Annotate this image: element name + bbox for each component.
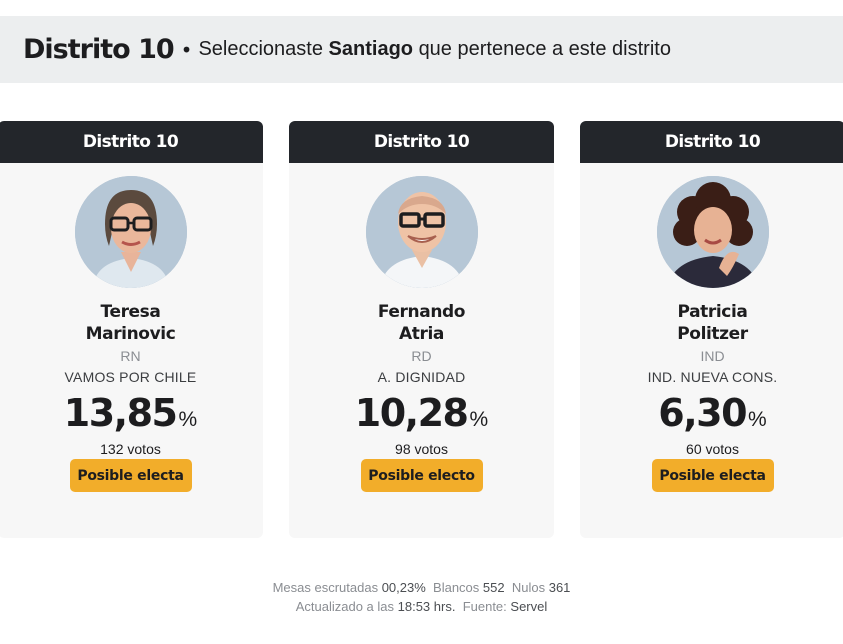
percent-sign: % bbox=[748, 408, 767, 431]
possible-elected-badge: Posible electa bbox=[69, 459, 192, 492]
source-label: Fuente: bbox=[462, 599, 507, 614]
source-value: Servel bbox=[510, 599, 548, 614]
possible-elected-badge: Posible electo bbox=[360, 459, 483, 492]
card-district-header: Distrito 10 bbox=[580, 121, 843, 163]
percent-sign: % bbox=[469, 408, 489, 431]
vote-count: 98 votos bbox=[395, 441, 448, 457]
candidate-list: VAMOS POR CHILE bbox=[64, 369, 197, 385]
updated-label: Actualizado a las bbox=[295, 599, 394, 614]
candidate-photo-woman-curly-hair bbox=[656, 176, 769, 288]
mesas-label: Mesas escrutadas bbox=[272, 580, 379, 595]
candidate-party: RD bbox=[411, 348, 432, 364]
vote-percentage: 13,85% bbox=[0, 391, 263, 435]
candidate-photo-woman-glasses bbox=[74, 176, 187, 288]
possible-elected-badge: Posible electa bbox=[651, 459, 774, 492]
candidate-party: RN bbox=[120, 348, 141, 364]
nulos-label: Nulos bbox=[511, 580, 546, 595]
footer-update-line: Actualizado a las 18:53 hrs. Fuente: Ser… bbox=[0, 597, 843, 616]
candidate-list: IND. NUEVA CONS. bbox=[647, 369, 778, 385]
card-district-header: Distrito 10 bbox=[0, 121, 263, 163]
vote-count: 60 votos bbox=[686, 441, 739, 457]
card-district-header: Distrito 10 bbox=[289, 121, 554, 163]
selection-text: Seleccionaste Santiago que pertenece a e… bbox=[198, 38, 671, 61]
district-title: Distrito 10 bbox=[23, 34, 175, 65]
candidate-list: A. DIGNIDAD bbox=[377, 369, 466, 385]
candidate-first-name: Patricia bbox=[677, 302, 748, 322]
percentage-value: 6,30 bbox=[658, 391, 747, 435]
candidate-name: Fernando Atria bbox=[289, 301, 554, 345]
header-bullet: • bbox=[180, 37, 193, 62]
percent-sign: % bbox=[178, 408, 198, 431]
district-header: Distrito 10 • Seleccionaste Santiago que… bbox=[0, 16, 843, 83]
candidate-last-name: Marinovic bbox=[85, 324, 176, 344]
vote-percentage: 6,30% bbox=[580, 391, 843, 435]
updated-time: 18:53 hrs. bbox=[397, 599, 456, 614]
nulos-value: 361 bbox=[548, 580, 571, 595]
selection-prefix: Seleccionaste bbox=[198, 38, 323, 60]
results-footer: Mesas escrutadas 00,23% Blancos 552 Nulo… bbox=[0, 578, 843, 616]
candidate-card: Distrito 10 Teresa Marinovic RN VAMOS PO… bbox=[0, 121, 263, 538]
percentage-value: 10,28 bbox=[354, 391, 469, 435]
blancos-value: 552 bbox=[482, 580, 505, 595]
candidate-first-name: Teresa bbox=[100, 302, 161, 322]
blancos-label: Blancos bbox=[433, 580, 480, 595]
candidate-card: Distrito 10 Fernando Atria RD A. DIGNIDA… bbox=[289, 121, 554, 538]
footer-stats-line: Mesas escrutadas 00,23% Blancos 552 Nulo… bbox=[0, 578, 843, 597]
selection-suffix: que pertenece a este distrito bbox=[418, 38, 671, 60]
candidate-name: Patricia Politzer bbox=[580, 301, 843, 345]
mesas-value: 00,23% bbox=[381, 580, 426, 595]
candidate-last-name: Politzer bbox=[677, 324, 748, 344]
vote-percentage: 10,28% bbox=[289, 391, 554, 435]
candidate-party: IND bbox=[700, 348, 725, 364]
candidate-last-name: Atria bbox=[399, 324, 444, 344]
selected-comuna: Santiago bbox=[328, 38, 413, 60]
percentage-value: 13,85 bbox=[63, 391, 178, 435]
candidate-card: Distrito 10 Patricia Politzer IND IND. N… bbox=[580, 121, 843, 538]
candidate-name: Teresa Marinovic bbox=[0, 301, 263, 345]
candidate-first-name: Fernando bbox=[377, 302, 466, 322]
vote-count: 132 votos bbox=[100, 441, 161, 457]
candidate-photo-man-glasses bbox=[365, 176, 478, 288]
